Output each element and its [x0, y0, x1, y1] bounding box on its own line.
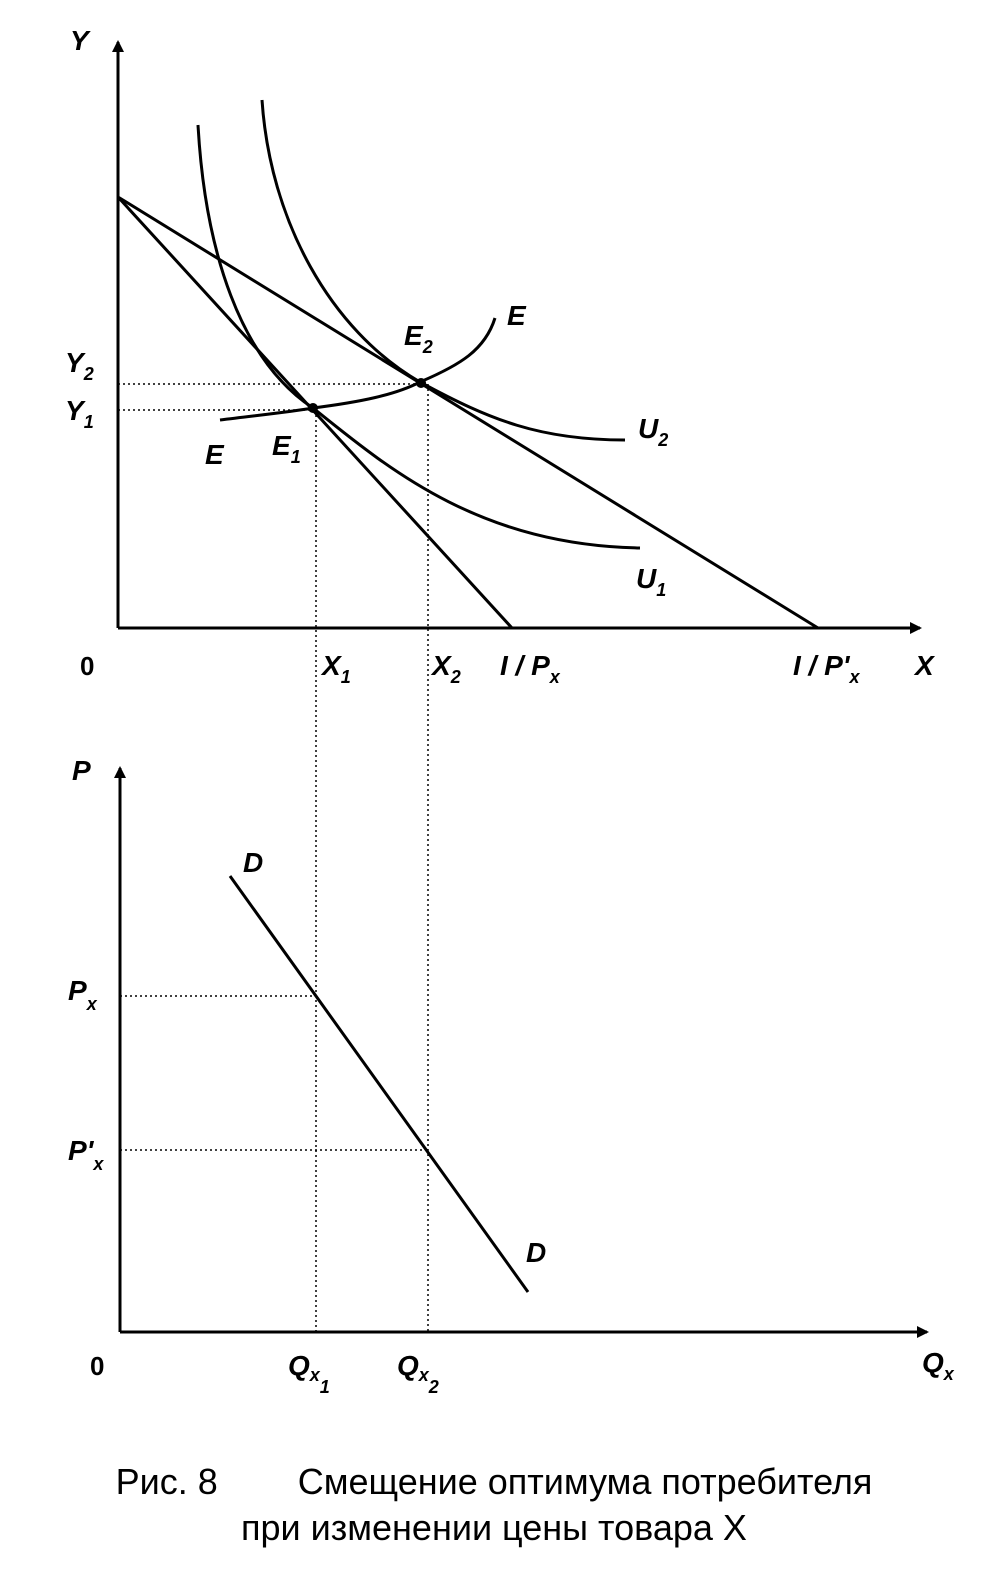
caption-line-1: Рис. 8 Смещение оптимума потребителя — [0, 1460, 988, 1504]
x2-label: X2 — [430, 650, 461, 687]
u1-label: U1 — [636, 563, 666, 600]
price-consumption-curve — [219, 317, 497, 422]
demand-top-label: D — [243, 847, 263, 878]
indifference-curve-u2 — [260, 99, 626, 442]
e2-label: E2 — [404, 320, 433, 357]
qx-axis-label: Qx — [922, 1347, 955, 1384]
budget-intercept-px-prime-label: I / P'x — [793, 650, 860, 687]
bottom-origin-label: 0 — [90, 1351, 104, 1381]
px-prime-label: P'x — [68, 1135, 104, 1174]
caption-line-2: при изменении цены товара X — [241, 1507, 747, 1548]
e-curve-start-label: E — [205, 439, 225, 470]
equilibrium-point-e2 — [416, 378, 426, 388]
budget-line-new — [117, 195, 819, 630]
budget-intercept-px-label: I / Px — [500, 650, 561, 687]
y2-label: Y2 — [65, 347, 94, 384]
qx1-label: Qx1 — [288, 1350, 330, 1397]
x1-label: X1 — [320, 650, 351, 687]
u2-label: U2 — [638, 413, 668, 450]
figure-number: Рис. 8 — [115, 1461, 218, 1502]
guide-lines — [118, 383, 429, 1332]
caption-title: Смещение оптимума потребителя — [297, 1461, 873, 1502]
x-axis-label: X — [913, 650, 936, 681]
qx2-label: Qx2 — [397, 1350, 439, 1397]
origin-label: 0 — [80, 651, 94, 681]
demand-curve — [228, 875, 530, 1293]
demand-bottom-label: D — [526, 1237, 546, 1268]
e1-label: E1 — [272, 430, 301, 467]
y1-label: Y1 — [65, 395, 94, 432]
p-axis-label: P — [72, 755, 91, 786]
px-label: Px — [68, 975, 98, 1014]
e-curve-end-label: E — [507, 300, 527, 331]
y-axis-label: Y — [70, 25, 91, 56]
